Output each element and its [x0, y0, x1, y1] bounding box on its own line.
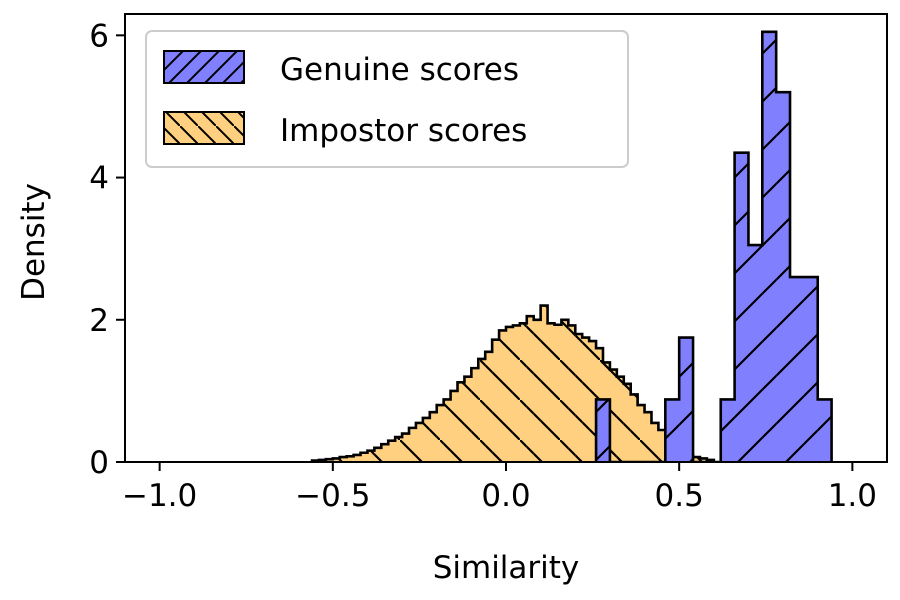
histogram-bar-hatch [457, 382, 465, 462]
histogram-bar-hatch [540, 305, 548, 462]
histogram-bar-hatch [381, 444, 389, 462]
histogram-bar-hatch [526, 316, 535, 462]
legend-swatch-genuine-hatch [163, 50, 245, 84]
histogram-bar-hatch [803, 277, 819, 462]
x-tick-label: −1.0 [122, 478, 197, 514]
histogram-bar-hatch [339, 457, 347, 462]
histogram-bar-hatch [519, 323, 528, 462]
histogram-bar-hatch [395, 437, 403, 462]
x-tick-label: 1.0 [828, 478, 877, 514]
legend-label-impostor: Impostor scores [280, 113, 527, 149]
histogram-bar-hatch [582, 337, 590, 462]
histogram-bar-hatch [630, 394, 638, 462]
x-tick-label: −0.5 [295, 478, 370, 514]
histogram-bar-hatch [506, 326, 514, 462]
series-genuine-scores [594, 30, 833, 462]
histogram-bar-hatch [409, 427, 417, 462]
legend-box [145, 30, 629, 168]
histogram-bar-hatch [429, 412, 438, 462]
histogram-bar-hatch [679, 337, 694, 462]
histogram-bar-hatch [367, 450, 375, 462]
histogram-bar-hatch [402, 433, 410, 462]
histogram-bar-hatch [353, 454, 361, 462]
histogram-bar-hatch [547, 323, 555, 462]
histogram-bar-hatch [748, 245, 763, 462]
histogram-bar-hatch [623, 383, 631, 462]
histogram-bar-hatch [332, 458, 341, 462]
histogram-bar-hatch [478, 358, 486, 462]
histogram-bar-hatch [512, 325, 521, 462]
series-impostor-scores [310, 304, 716, 462]
histogram-bar-hatch [762, 31, 777, 462]
histogram-bar-hatch [533, 319, 541, 462]
histogram-bar-hatch [665, 399, 680, 462]
histogram-bar-hatch [651, 422, 659, 462]
histogram-bar-hatch [637, 405, 645, 462]
histogram-bar-hatch [734, 152, 749, 462]
legend-label-genuine: Genuine scores [280, 52, 519, 88]
histogram-bar-hatch [471, 368, 479, 462]
histogram-bar-hatch [790, 277, 805, 462]
y-tick-label: 6 [89, 18, 109, 54]
histogram-bar-hatch [450, 390, 458, 462]
histogram-bar-hatch [499, 330, 507, 462]
histogram-bar-hatch [699, 458, 708, 462]
histogram-bar-hatch [817, 399, 832, 462]
histogram-bar-hatch [596, 399, 611, 462]
histogram-bar-hatch [693, 457, 701, 462]
y-tick-label: 0 [89, 445, 109, 481]
histogram-bar-hatch [589, 341, 597, 462]
histogram-bar-hatch [568, 325, 576, 462]
legend-swatch-impostor-hatch [163, 111, 245, 145]
histogram-bar-hatch [346, 456, 354, 462]
histogram-bar-hatch [561, 319, 569, 462]
histogram-bar-hatch [485, 351, 493, 462]
histogram-bar-hatch [776, 92, 791, 462]
histogram-bar-hatch [616, 376, 625, 462]
histogram-bar-hatch [422, 417, 431, 462]
legend: Genuine scores Impostor scores [145, 30, 629, 168]
x-tick-label: 0.0 [481, 478, 530, 514]
y-tick-label: 2 [89, 303, 109, 339]
histogram-outline [310, 304, 716, 462]
histogram-bar-hatch [554, 324, 562, 462]
histogram-bar-hatch [374, 447, 382, 462]
histogram-bar-hatch [720, 399, 735, 462]
histogram-bar-hatch [360, 452, 368, 462]
histogram-bar-hatch [575, 334, 583, 462]
histogram-bar-hatch [388, 440, 396, 462]
histogram-bar-hatch [443, 399, 451, 462]
histogram-bar-hatch [464, 376, 472, 462]
histogram-bar-hatch [325, 459, 334, 462]
x-axis: −1.0 −0.5 0.0 0.5 1.0 [122, 462, 877, 514]
histogram-bar-hatch [436, 405, 444, 462]
series-layer [159, 30, 853, 462]
y-axis: 0 2 4 6 [89, 18, 125, 481]
histogram-bar-hatch [492, 339, 500, 462]
histogram-outline [594, 30, 833, 462]
histogram-bar-hatch [658, 430, 666, 462]
histogram-bar-hatch [609, 369, 618, 462]
histogram-bar-hatch [415, 422, 424, 462]
y-tick-label: 4 [89, 161, 109, 197]
histogram-bar-hatch [644, 412, 652, 462]
x-axis-label: Similarity [433, 550, 580, 586]
x-tick-label: 0.5 [655, 478, 704, 514]
y-axis-label: Density [16, 183, 52, 301]
